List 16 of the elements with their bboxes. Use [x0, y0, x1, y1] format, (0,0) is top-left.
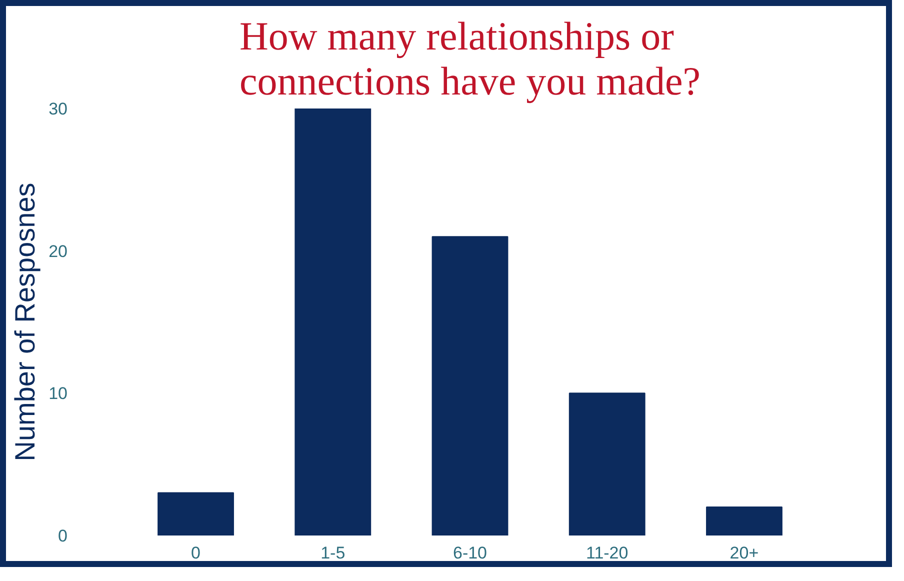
- x-tick-label: 6-10: [452, 544, 488, 562]
- bar: [706, 506, 782, 536]
- y-tick-label: 30: [48, 100, 68, 118]
- x-tick-label: 20+: [730, 544, 759, 562]
- x-tick-label: 1-5: [320, 544, 346, 562]
- y-tick-label: 10: [48, 384, 68, 404]
- chart-title: How many relationships or connections have you made?: [240, 14, 700, 104]
- y-tick-label: 0: [58, 526, 68, 546]
- y-tick-label: 20: [48, 242, 68, 261]
- x-tick-label: 11-20: [586, 544, 628, 562]
- x-tick-label: 0: [191, 544, 201, 562]
- bar: [432, 236, 508, 536]
- bar: [568, 392, 646, 536]
- y-axis-title: Number of Resposnes: [10, 182, 41, 462]
- bar: [294, 108, 372, 536]
- bar: [158, 492, 234, 536]
